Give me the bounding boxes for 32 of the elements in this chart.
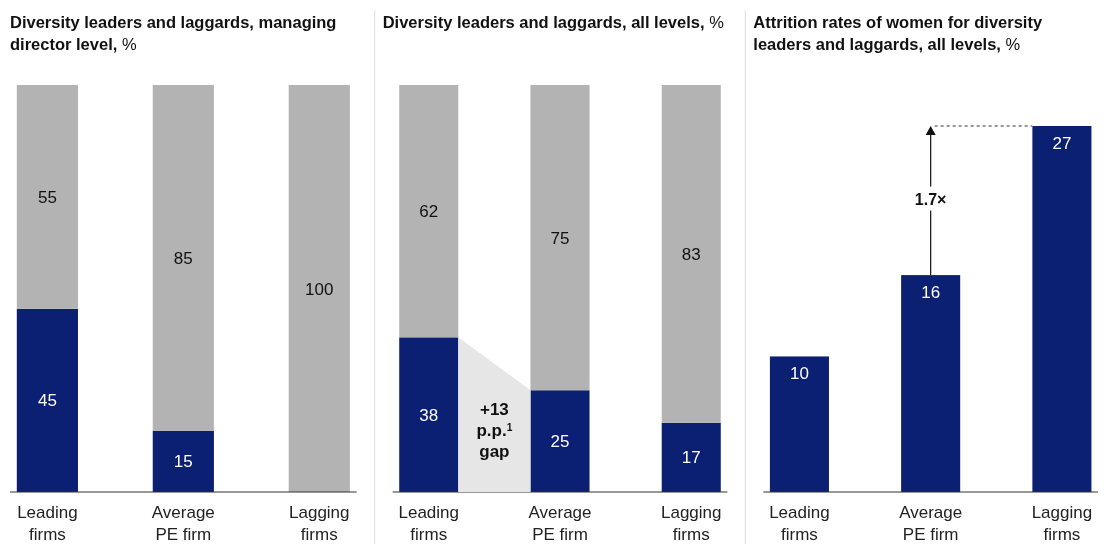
x-tick-label: Average PE firm <box>899 503 963 544</box>
x-tick-label: Average PE firm <box>528 503 592 544</box>
x-tick-label: Leading firms <box>17 503 78 544</box>
data-label: 83 <box>681 244 701 264</box>
data-label: 17 <box>681 448 701 468</box>
x-tick-label: Lagging firms <box>289 503 350 544</box>
bar <box>661 85 721 423</box>
chart-title: Attrition rates of women for diversity leaders and laggards, all levels, % <box>753 13 1043 53</box>
data-label: 45 <box>37 391 57 411</box>
data-label: 62 <box>419 202 439 222</box>
data-label: 38 <box>419 405 439 425</box>
x-tick-label: Leading firms <box>769 503 830 544</box>
bar <box>399 85 459 338</box>
data-label: 15 <box>173 452 193 472</box>
x-tick-label: Lagging firms <box>660 503 722 544</box>
annotation: 1.7× <box>914 190 947 208</box>
chart-title: Diversity leaders and laggards, managing director level, % <box>10 13 337 53</box>
x-tick-label: Lagging firms <box>1031 503 1093 544</box>
data-label: 85 <box>173 248 193 268</box>
x-tick-label: Leading firms <box>398 503 460 544</box>
data-label: 55 <box>37 187 57 207</box>
chart-title: Diversity leaders and laggards, all levels, % <box>382 13 725 31</box>
data-label: 16 <box>921 283 941 303</box>
data-label: 27 <box>1052 134 1072 153</box>
annotation: +13 p.p.$^{1}$ gap <box>476 400 513 461</box>
data-label: 25 <box>550 432 570 452</box>
data-label: 100 <box>305 279 334 299</box>
data-label: 10 <box>789 364 809 384</box>
bar <box>530 85 590 391</box>
data-label: 75 <box>550 228 570 248</box>
bar <box>661 422 721 492</box>
x-tick-label: Average PE firm <box>151 503 215 544</box>
